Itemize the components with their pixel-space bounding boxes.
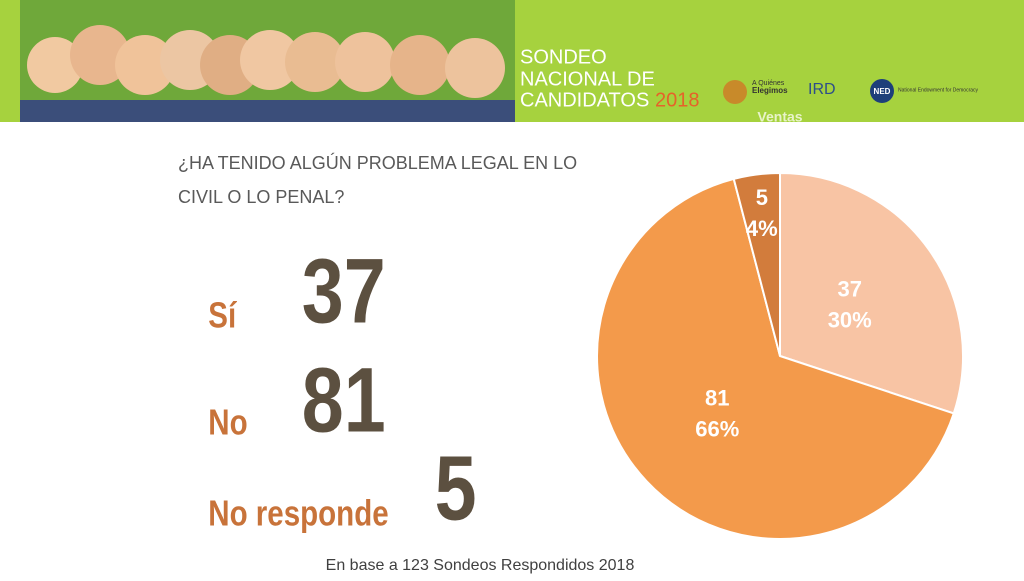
question: ¿HA TENIDO ALGÚN PROBLEMA LEGAL EN LO xyxy=(178,152,577,173)
slice-percent-label: 66% xyxy=(695,417,739,442)
header-year: 2018 xyxy=(655,89,700,111)
pie-slice xyxy=(596,177,956,540)
logo-icon xyxy=(723,80,747,104)
category-label: No responde xyxy=(208,493,388,533)
logo-text: IRD xyxy=(808,81,836,98)
big-number: 5 xyxy=(435,436,477,539)
logo-icon xyxy=(870,79,894,103)
logo-text: NED xyxy=(874,87,891,96)
slice-value-label: 37 xyxy=(837,276,861,301)
header-title: CANDIDATOS xyxy=(520,89,649,111)
category-label: Sí xyxy=(208,295,238,335)
logo-text: Elegimos xyxy=(752,86,788,95)
cartoon-strip xyxy=(20,0,515,122)
pie-slice xyxy=(779,171,964,415)
footer: En base a 123 Sondeos Respondidos 2018 xyxy=(326,557,635,574)
big-number: 37 xyxy=(302,239,386,342)
slice-value-label: 81 xyxy=(705,386,729,411)
slice-percent-label: 30% xyxy=(828,307,872,332)
logo-text: National Endowment for Democracy xyxy=(898,87,979,93)
question: CIVIL O LO PENAL? xyxy=(178,187,344,207)
logo-text: A Quiénes xyxy=(752,80,785,87)
slice-percent-label: 4% xyxy=(746,216,778,241)
big-number: 81 xyxy=(302,348,386,451)
header-title: NACIONAL DE xyxy=(520,68,655,90)
pie-slice xyxy=(732,171,781,357)
category-label: No xyxy=(208,402,247,442)
watermark: Ventas xyxy=(757,109,802,125)
header-title: SONDEO xyxy=(520,46,607,68)
slice-value-label: 5 xyxy=(756,185,768,210)
